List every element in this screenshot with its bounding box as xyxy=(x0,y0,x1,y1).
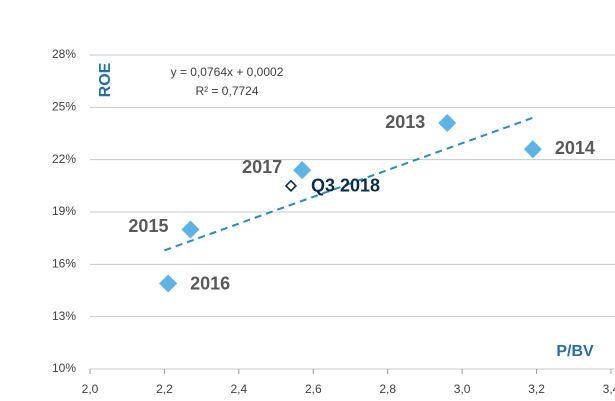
point-label: Q3 2018 xyxy=(311,176,380,196)
x-axis-title: P/BV xyxy=(556,343,594,360)
y-tick-label: 25% xyxy=(52,100,76,114)
y-tick-label: 10% xyxy=(52,361,76,375)
x-tick-label: 2,8 xyxy=(379,382,396,396)
x-tick-label: 3,4 xyxy=(603,382,615,396)
x-tick-label: 2,2 xyxy=(156,382,173,396)
y-axis-title: ROE xyxy=(97,62,114,97)
data-point xyxy=(284,179,298,192)
data-point xyxy=(523,140,542,159)
x-tick-label: 2,6 xyxy=(305,382,322,396)
y-tick-label: 13% xyxy=(52,309,76,323)
point-label: 2016 xyxy=(190,273,230,293)
point-label: 2014 xyxy=(555,138,595,158)
y-tick-label: 22% xyxy=(52,152,76,166)
y-tick-label: 28% xyxy=(52,47,76,61)
data-point xyxy=(159,274,178,293)
x-tick-label: 3,2 xyxy=(528,382,545,396)
point-label: 2017 xyxy=(242,157,282,177)
x-tick-label: 2,0 xyxy=(82,382,99,396)
x-tick-label: 2,4 xyxy=(231,382,248,396)
data-point xyxy=(293,161,312,180)
y-tick-label: 16% xyxy=(52,257,76,271)
point-label: 2013 xyxy=(385,112,425,132)
point-label: 2015 xyxy=(128,216,168,236)
r-squared: R² = 0,7724 xyxy=(195,84,258,98)
data-point xyxy=(438,114,457,133)
trend-equation: y = 0,0764x + 0,0002 xyxy=(171,65,284,79)
y-tick-label: 19% xyxy=(52,204,76,218)
x-tick-label: 3,0 xyxy=(454,382,471,396)
data-point xyxy=(181,220,200,239)
trendline xyxy=(164,116,534,252)
